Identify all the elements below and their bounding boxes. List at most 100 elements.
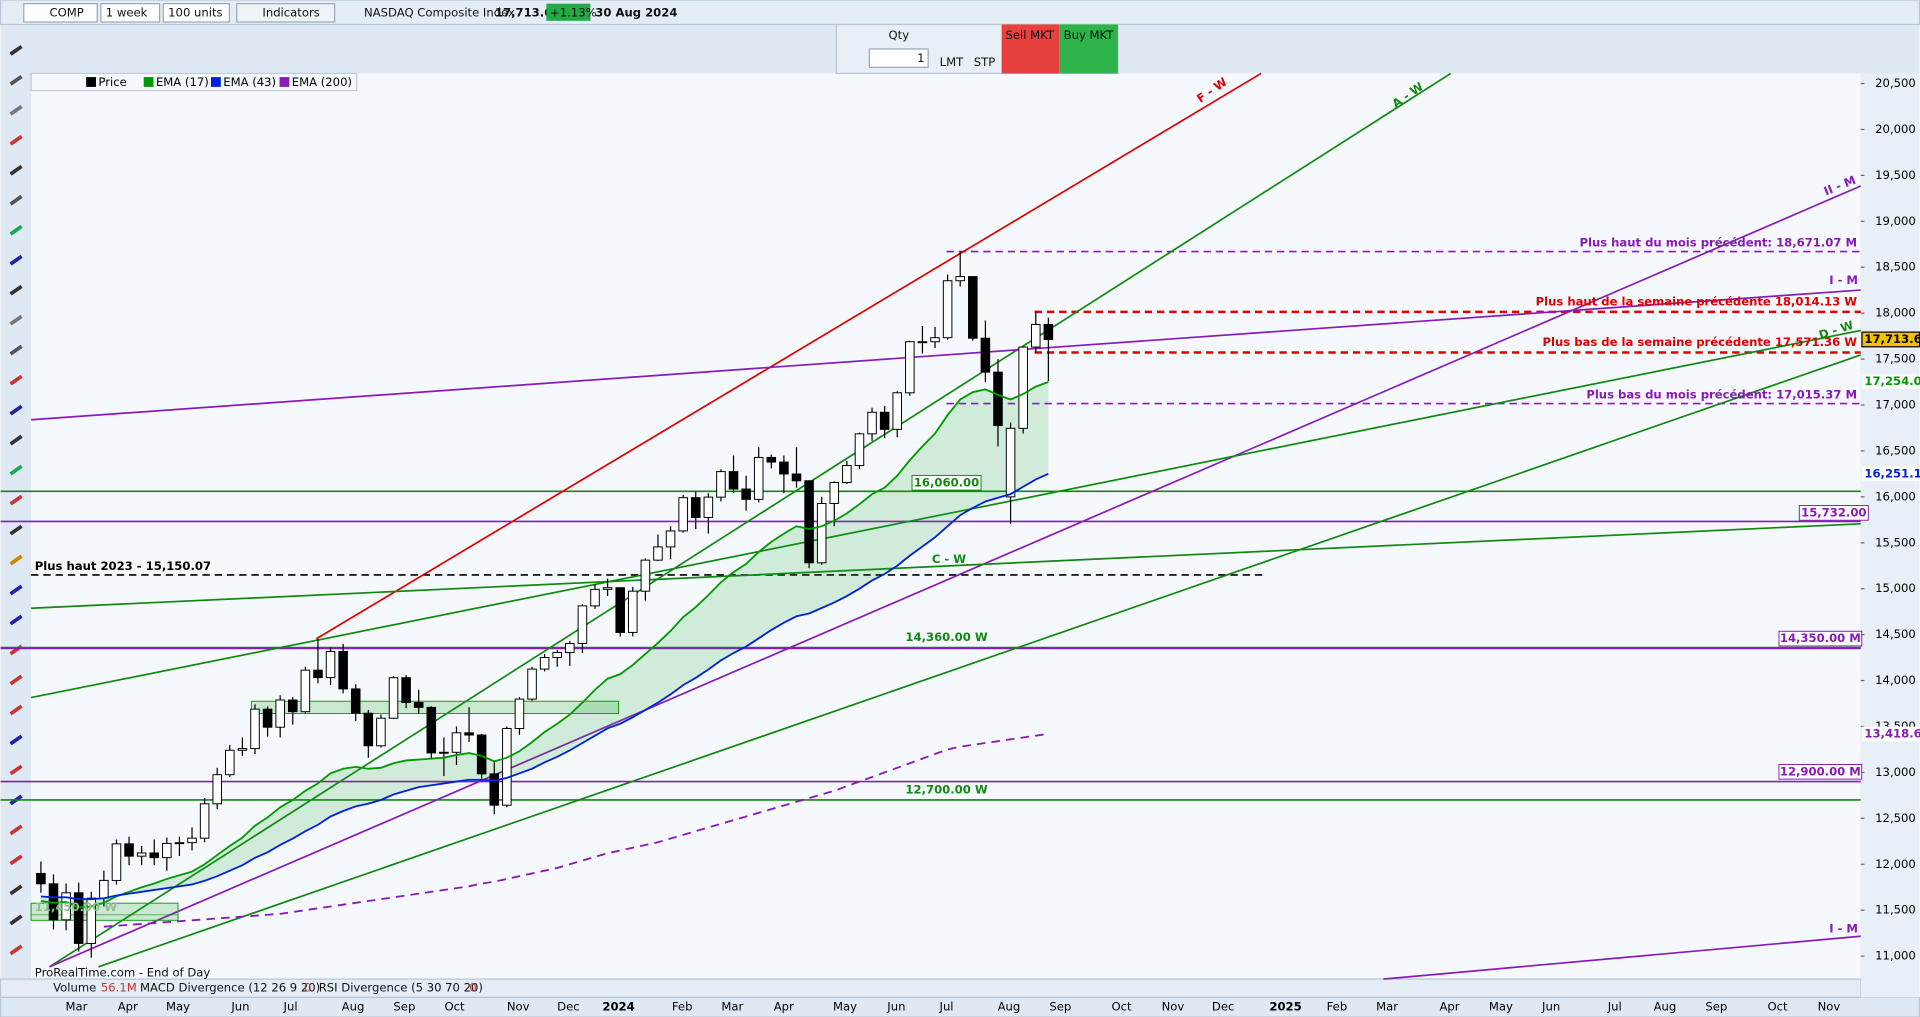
level-label: Plus haut 2023 - 15,150.07 [35,559,211,573]
trend-line [1383,935,1861,980]
level-label: Plus bas de la semaine précédente 17,571… [1543,335,1858,349]
level-label: 15,732.00 [1801,505,1866,519]
tool-icon [9,104,23,116]
symbol[interactable]: COMP [49,5,83,19]
level-label: 12,900.00 M [1780,764,1861,778]
tool-icon [9,554,23,566]
stop-button[interactable]: STP [974,55,995,69]
candle-body [300,669,311,713]
qty[interactable]: 1 [917,51,924,65]
candle-body [955,276,965,282]
candle-body [489,773,500,806]
candle-body [640,559,651,592]
qty-label: Qty [889,28,910,42]
sell-label[interactable]: Sell MKT [1006,28,1055,42]
tool-icon [9,344,23,356]
candle-body [980,337,991,373]
candle-body [879,411,890,430]
period[interactable]: 1 week [106,5,148,19]
tool-icon [9,704,23,716]
candle-body [313,669,323,679]
time-axis [0,996,1920,1017]
y-tick-label: 20,500 [1875,76,1916,90]
candle-body [174,842,185,845]
level-label: 16,060.00 [914,475,979,489]
candle-body [779,461,789,475]
level-label-box [1778,763,1863,780]
tool-icon [9,164,23,176]
candle-body [262,708,273,728]
indicator-value: 0 [304,981,311,995]
candle-body [426,706,437,754]
candle-body [287,699,298,713]
x-tick-label: Sep [1049,1000,1071,1014]
ema-cloud [40,382,1049,908]
candle-body [124,843,134,857]
candle-body [136,852,147,857]
x-tick-label: Oct [1112,1000,1133,1014]
tool-icon [9,674,23,686]
trend-line [98,354,1862,968]
tool-icon [9,374,23,386]
tool-icon [9,614,23,626]
candle-body [703,496,714,518]
candle-body [766,456,777,463]
period-box[interactable] [100,3,161,23]
indicators[interactable]: Indicators [262,5,319,19]
indicator-value: 56.1M [101,981,137,995]
trend-line [49,72,1452,968]
level-label-box [911,474,982,491]
plot-area [31,73,1861,980]
candle-body [905,341,915,394]
indicators-button[interactable] [236,3,336,23]
x-tick-label: Jul [939,1000,954,1014]
tool-icon [9,734,23,746]
tool-icon [9,314,23,326]
units-box[interactable] [162,3,230,23]
order-panel: Qty 1 LMT STP Sell MKT Buy MKT [835,23,1119,75]
qty-input[interactable] [868,48,929,68]
tool-icon [9,134,23,146]
change-badge [546,3,591,21]
x-tick-label: Jul [1607,1000,1622,1014]
candle-body [804,480,814,564]
y-tick-label: 19,000 [1875,214,1916,228]
candle-body [99,879,109,899]
tool-icon [9,884,23,896]
candle-body [892,392,903,430]
buy-button[interactable] [1059,24,1118,74]
tool-icon [9,44,23,56]
candle-body [741,488,751,500]
candle-body [716,471,726,498]
units[interactable]: 100 units [168,5,222,19]
y-tick-label: 16,000 [1875,489,1916,503]
y-tick-label: 14,500 [1875,627,1916,641]
candle-body [363,712,374,747]
candle-body [917,341,928,344]
last-price: 17,713.63 [495,5,560,19]
legend-entry: EMA (17) [156,75,209,89]
tool-icon [9,494,23,506]
buy-label[interactable]: Buy MKT [1064,28,1115,42]
ema-line [40,472,1049,901]
candle-body [350,688,361,714]
candle-body [1005,427,1016,498]
level-label: 12,700.00 W [905,783,987,797]
trend-line [315,72,1262,640]
tool-icon [9,254,23,266]
candle-body [565,642,575,654]
x-tick-label: Aug [342,1000,365,1014]
limit-button[interactable]: LMT [940,55,964,69]
symbol-box[interactable] [23,3,98,23]
candle-body [968,276,978,339]
x-tick-label: Oct [1767,1000,1788,1014]
legend-swatch [86,77,96,87]
candle-body [993,371,1003,427]
candle-body [577,605,588,644]
sell-button[interactable] [1001,24,1060,74]
x-tick-label: Nov [1162,1000,1185,1014]
candle-body [149,852,160,859]
candle-body [413,702,424,708]
price-axis [1860,73,1920,998]
